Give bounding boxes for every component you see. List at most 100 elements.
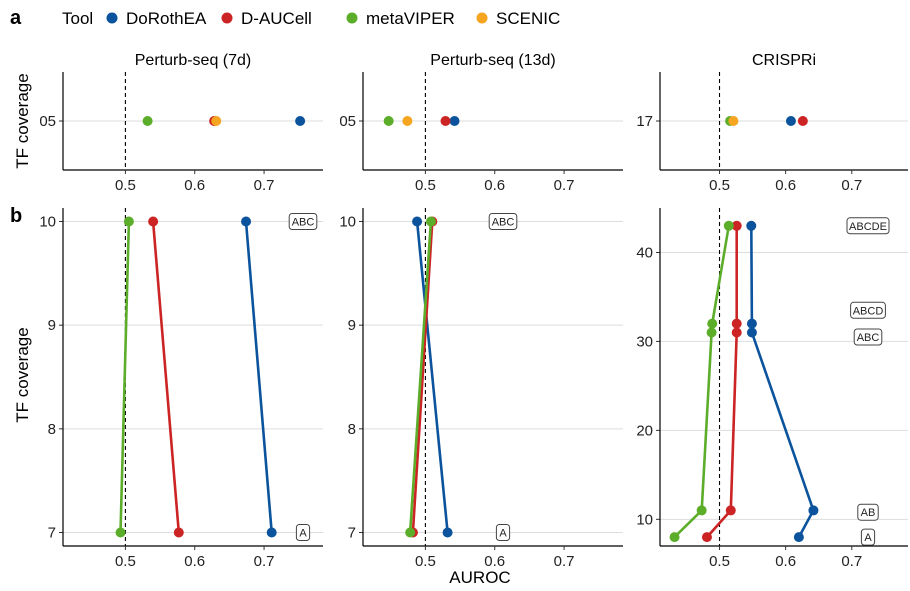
y-tick-label: 7	[48, 525, 56, 542]
annotation-box	[853, 328, 883, 346]
point-metaviper	[669, 532, 680, 543]
legend-label-scenic: SCENIC	[496, 9, 560, 28]
point-d-aucell	[731, 220, 742, 231]
panel-a-1: Perturb-seq (7d) 05 0.5 0.6 0.7	[39, 52, 323, 194]
point-metaviper	[696, 505, 707, 516]
x-tick-label: 0.5	[709, 177, 730, 194]
legend-swatch-d-aucell	[221, 12, 233, 24]
series-metaviper	[669, 220, 734, 543]
x-tick-label: 0.5	[115, 177, 136, 194]
panel-a-3: CRISPRi 17 0.5 0.6 0.7	[636, 52, 908, 194]
annotation-label: A	[499, 528, 507, 540]
series-d-aucell	[440, 116, 451, 126]
legend-items: DoRothEA D-AUCell metaVIPER SCENIC	[106, 9, 560, 28]
panel-tag-a: a	[10, 7, 22, 29]
series-metaviper	[142, 116, 153, 126]
x-tick-label: 0.7	[841, 553, 862, 570]
y-tick-label: 17	[636, 113, 653, 130]
annotation-label: A	[864, 532, 872, 544]
point-metaviper	[707, 318, 718, 329]
panel-tag-b: b	[10, 205, 22, 227]
point-d-aucell	[440, 116, 451, 126]
point-dorothea	[442, 527, 453, 538]
point-metaviper	[405, 527, 416, 538]
x-axis-title: AUROC	[449, 568, 510, 587]
y-tick-label: 40	[636, 244, 653, 261]
x-tick-label: 0.7	[841, 177, 862, 194]
annotation-box	[495, 524, 511, 542]
x-tick-label: 0.6	[775, 553, 796, 570]
series-dorothea	[241, 216, 277, 538]
annotation-box	[488, 212, 518, 230]
legend-title: Tool	[62, 9, 93, 28]
x-tick-label: 0.6	[184, 177, 205, 194]
point-scenic	[211, 116, 222, 126]
point-metaviper	[723, 220, 734, 231]
line-metaviper	[119, 221, 131, 533]
point-d-aucell	[731, 327, 742, 338]
point-scenic	[728, 116, 739, 126]
point-metaviper	[123, 216, 134, 227]
point-dorothea	[785, 116, 796, 126]
annotation-box	[850, 301, 886, 319]
annotation-label: ABC	[857, 332, 880, 344]
point-metaviper	[425, 216, 436, 227]
line-metaviper	[673, 225, 731, 539]
annotation-label: ABCD	[853, 305, 884, 317]
annotation-label: ABC	[292, 216, 315, 228]
annotation-label: ABC	[492, 216, 515, 228]
point-dorothea	[746, 327, 757, 338]
line-metaviper	[408, 221, 433, 533]
legend-label-dorothea: DoRothEA	[126, 9, 207, 28]
point-d-aucell	[731, 318, 742, 329]
annotation-box	[860, 528, 876, 546]
annotation-label: A	[299, 528, 307, 540]
series-metaviper	[383, 116, 394, 126]
x-tick-label: 0.5	[115, 553, 136, 570]
y-tick-label: 20	[636, 422, 653, 439]
annotation-box	[857, 503, 879, 521]
series-scenic	[211, 116, 222, 126]
panel-a-2: Perturb-seq (13d) 05 0.5 0.6 0.7	[339, 52, 623, 194]
line-d-aucell	[151, 221, 181, 533]
annotation-label: ABCDE	[849, 221, 887, 233]
point-d-aucell	[797, 116, 808, 126]
y-tick-label: 9	[48, 317, 56, 334]
x-tick-label: 0.7	[554, 553, 575, 570]
series-dorothea	[449, 116, 460, 126]
panel-b-1: 7 8 9 10 0.5 0.6 0.7 ABC A	[39, 208, 323, 570]
x-tick-label: 0.7	[254, 177, 275, 194]
series-d-aucell	[148, 216, 184, 538]
y-tick-label: 05	[39, 113, 56, 130]
x-tick-label: 0.5	[709, 553, 730, 570]
legend: a Tool DoRothEA D-AUCell metaVIPER SCENIC	[10, 7, 560, 29]
annotation-box	[288, 212, 318, 230]
series-dorothea	[295, 116, 306, 126]
point-dorothea	[793, 532, 804, 543]
y-tick-label: 30	[636, 333, 653, 350]
x-tick-label: 0.6	[775, 177, 796, 194]
y-tick-label: 9	[348, 317, 356, 334]
y-tick-label: 8	[348, 421, 356, 438]
line-dorothea	[415, 221, 449, 533]
y-tick-label: 05	[339, 113, 356, 130]
legend-swatch-metaviper	[346, 12, 358, 24]
x-tick-label: 0.6	[484, 553, 505, 570]
x-tick-label: 0.5	[415, 177, 436, 194]
series-d-aucell	[797, 116, 808, 126]
y-tick-label: 7	[348, 525, 356, 542]
legend-label-metaviper: metaVIPER	[366, 9, 455, 28]
panel-b-3: 10 20 30 40 0.5 0.6 0.7 ABCDE ABCD ABC AB A	[636, 208, 908, 570]
point-metaviper	[115, 527, 126, 538]
point-dorothea	[241, 216, 252, 227]
series-metaviper	[405, 216, 436, 538]
x-tick-label: 0.5	[415, 553, 436, 570]
series-dorothea	[785, 116, 796, 126]
series-dorothea	[746, 220, 819, 543]
point-metaviper	[706, 327, 717, 338]
y-axis-title-bottom: TF coverage	[13, 327, 32, 422]
series-dorothea	[412, 216, 453, 538]
x-tick-label: 0.6	[484, 177, 505, 194]
